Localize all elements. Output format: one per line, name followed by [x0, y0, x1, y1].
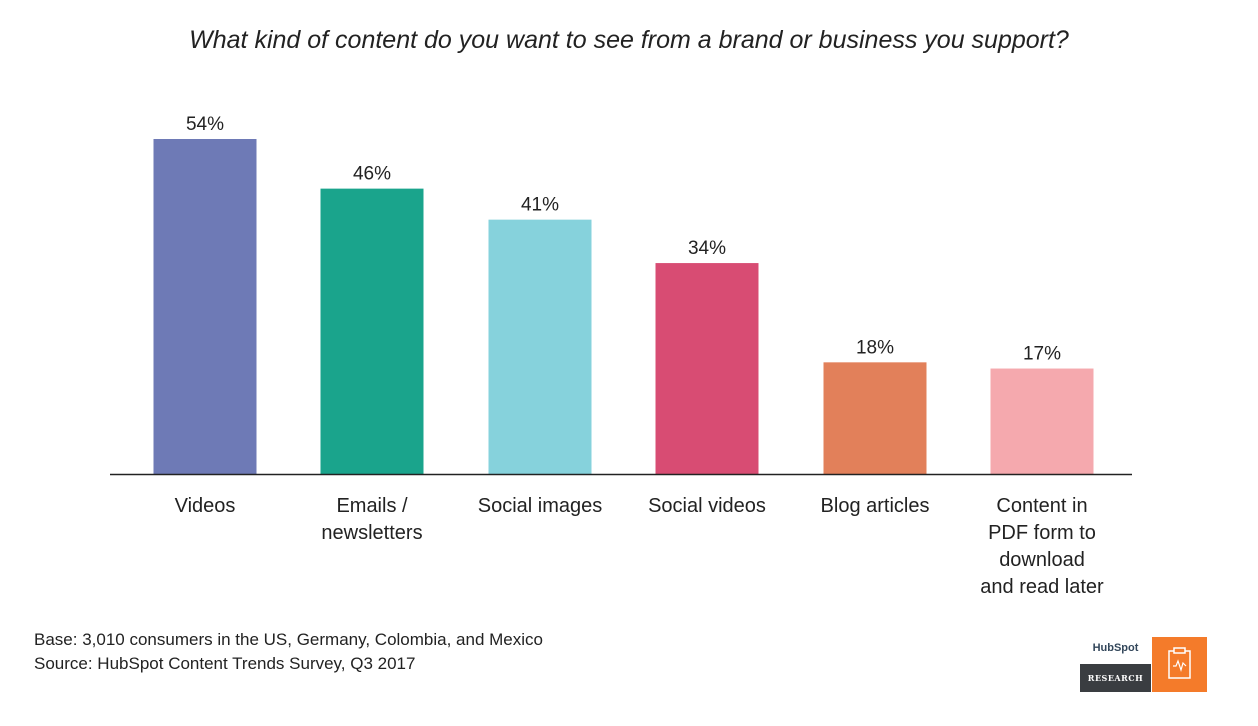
x-tick-label: Blog articles — [821, 495, 930, 517]
x-tick-label: Social images — [478, 495, 603, 517]
bar — [990, 368, 1094, 474]
x-tick-label: Content in — [996, 495, 1087, 517]
source-note: Source: HubSpot Content Trends Survey, Q… — [34, 654, 416, 673]
x-tick-label: PDF form to — [988, 522, 1096, 544]
x-tick-label: Videos — [175, 495, 236, 517]
data-label: 18% — [856, 337, 894, 358]
research-label: RESEARCH — [1080, 664, 1151, 692]
x-tick-label: and read later — [980, 576, 1104, 598]
data-label: 54% — [186, 114, 224, 135]
x-tick-label: Emails / — [336, 495, 408, 517]
data-label: 17% — [1023, 344, 1061, 365]
x-tick-label: Social videos — [648, 495, 766, 517]
hubspot-logo: HubSpot — [1092, 642, 1139, 654]
x-tick-label: download — [999, 549, 1085, 571]
clipboard-icon — [1152, 637, 1207, 692]
x-tick-label: newsletters — [321, 522, 422, 544]
data-label: 34% — [688, 238, 726, 259]
bar — [655, 263, 759, 474]
base-note: Base: 3,010 consumers in the US, Germany… — [34, 630, 543, 649]
bar — [488, 219, 592, 474]
data-label: 46% — [353, 164, 391, 185]
bar — [153, 139, 257, 474]
chart-title: What kind of content do you want to see … — [189, 26, 1069, 54]
bar — [823, 362, 927, 474]
data-label: 41% — [521, 195, 559, 216]
bar — [320, 188, 424, 474]
